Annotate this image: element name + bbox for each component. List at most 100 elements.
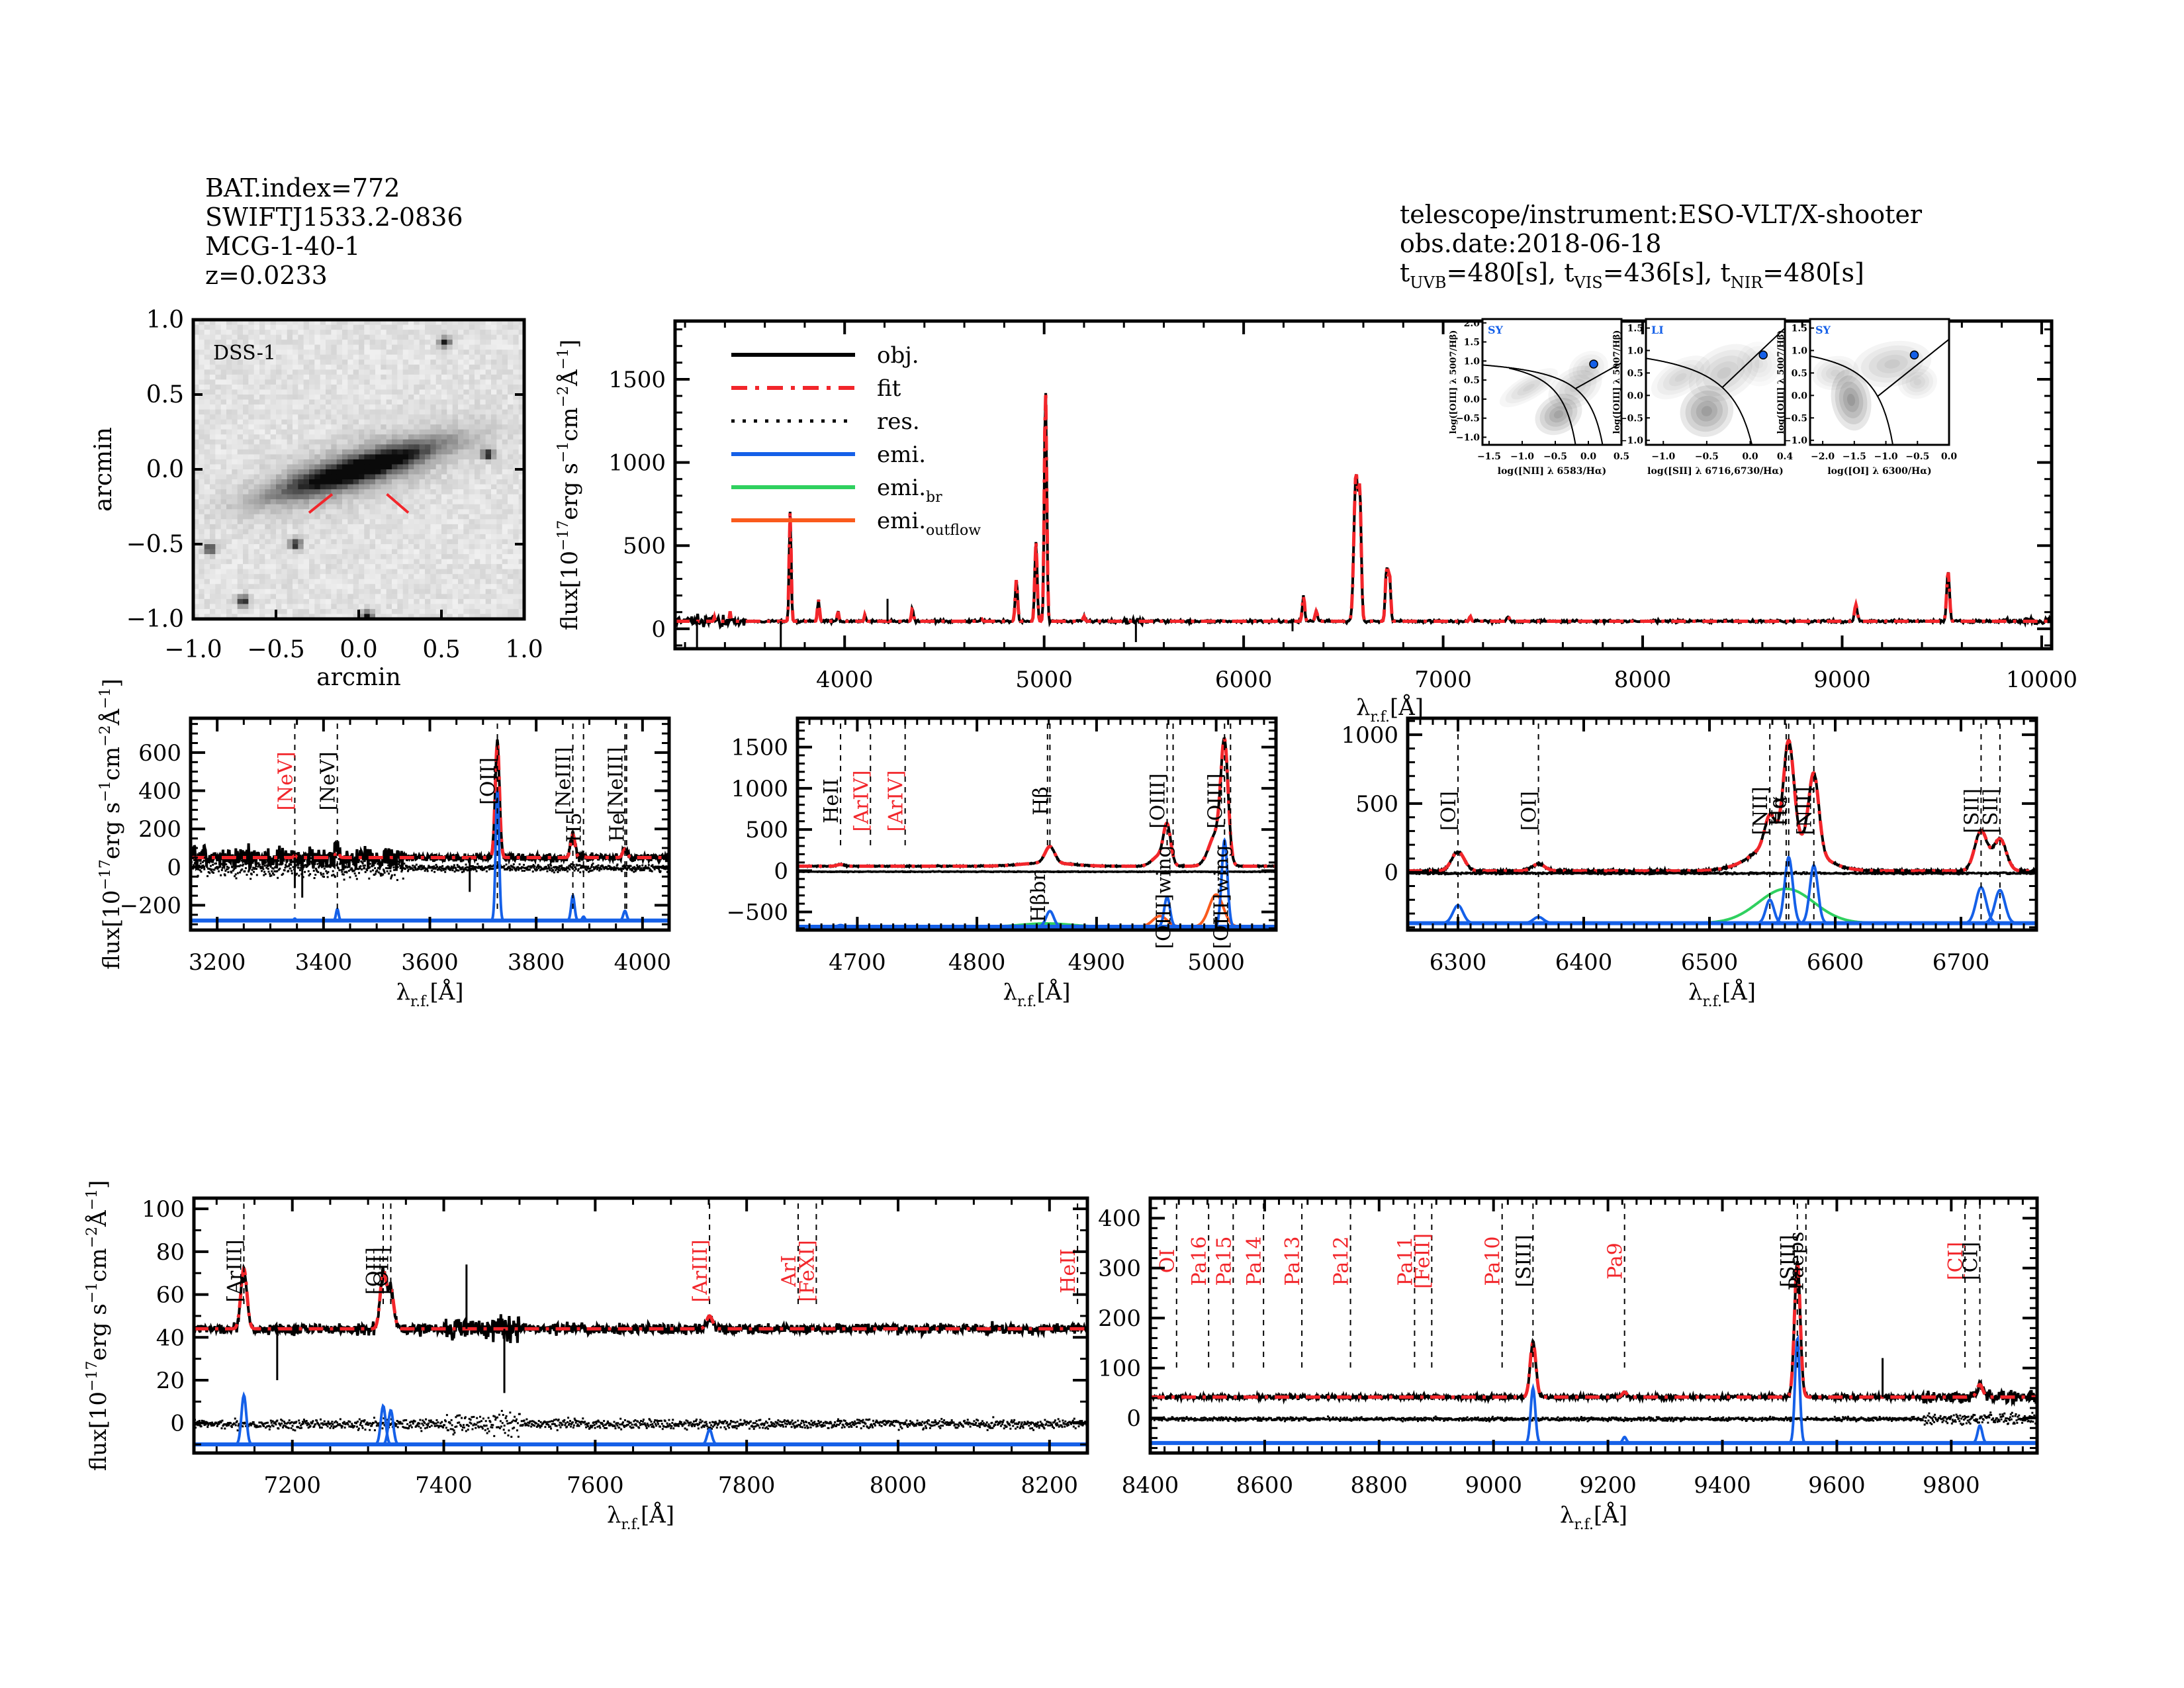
image-pixel	[386, 454, 392, 460]
image-pixel	[259, 564, 265, 570]
res-point	[474, 868, 477, 870]
image-pixel	[518, 539, 525, 545]
res-point	[518, 867, 520, 870]
image-pixel	[298, 514, 304, 520]
image-pixel	[518, 364, 525, 370]
image-pixel	[199, 449, 205, 455]
image-pixel	[458, 504, 464, 510]
image-pixel	[364, 369, 371, 375]
image-pixel	[270, 359, 277, 365]
image-pixel	[199, 369, 205, 375]
y-tick-label: −1.0	[1784, 436, 1807, 446]
image-pixel	[435, 504, 442, 510]
image-pixel	[375, 334, 381, 340]
image-pixel	[381, 494, 387, 500]
image-pixel	[281, 324, 288, 330]
image-pixel	[210, 334, 216, 340]
res-point	[456, 864, 459, 867]
image-pixel	[265, 554, 271, 560]
y-tick-label: 0.5	[1464, 375, 1480, 386]
image-pixel	[226, 604, 232, 610]
image-pixel	[314, 414, 321, 420]
image-pixel	[480, 454, 486, 460]
image-pixel	[513, 509, 520, 515]
image-pixel	[347, 350, 354, 355]
image-pixel	[469, 479, 475, 485]
image-pixel	[414, 509, 420, 515]
res-point	[520, 867, 523, 870]
image-pixel	[397, 414, 404, 420]
image-pixel	[491, 330, 497, 336]
image-pixel	[270, 594, 277, 600]
image-pixel	[342, 444, 348, 450]
image-pixel	[496, 369, 503, 375]
image-pixel	[359, 414, 365, 420]
image-pixel	[425, 334, 431, 340]
image-pixel	[293, 559, 298, 565]
image-pixel	[314, 519, 321, 525]
res-point	[214, 867, 217, 869]
image-pixel	[435, 464, 442, 470]
image-pixel	[359, 324, 365, 330]
image-pixel	[369, 424, 376, 430]
image-pixel	[210, 479, 216, 485]
image-pixel	[381, 439, 387, 445]
image-pixel	[237, 514, 244, 520]
image-pixel	[259, 449, 265, 455]
image-pixel	[458, 434, 464, 440]
image-pixel	[331, 320, 338, 326]
image-pixel	[326, 614, 332, 620]
res-point	[389, 870, 392, 872]
res-point	[531, 870, 534, 873]
res-point	[323, 876, 326, 878]
res-point	[506, 868, 509, 870]
res-point	[641, 869, 643, 872]
image-pixel	[303, 579, 310, 585]
res-point	[648, 867, 651, 870]
image-pixel	[298, 499, 304, 505]
image-pixel	[364, 474, 371, 480]
res-point	[240, 869, 242, 872]
image-pixel	[265, 454, 271, 460]
res-point	[263, 874, 265, 876]
image-pixel	[369, 519, 376, 525]
image-pixel	[491, 469, 497, 475]
image-pixel	[336, 389, 343, 395]
image-pixel	[369, 534, 376, 540]
image-pixel	[485, 350, 492, 355]
image-pixel	[270, 334, 277, 340]
image-pixel	[430, 474, 437, 480]
image-pixel	[199, 399, 205, 405]
image-pixel	[237, 509, 244, 515]
image-pixel	[243, 509, 249, 515]
image-pixel	[447, 324, 453, 330]
image-pixel	[210, 379, 216, 385]
image-pixel	[480, 509, 486, 515]
image-pixel	[381, 429, 387, 435]
res-point	[204, 856, 206, 859]
res-point	[571, 867, 574, 869]
image-pixel	[193, 459, 199, 465]
image-pixel	[381, 584, 387, 590]
image-pixel	[243, 514, 249, 520]
image-pixel	[408, 598, 414, 604]
image-pixel	[425, 419, 431, 425]
image-pixel	[298, 444, 304, 450]
image-pixel	[342, 474, 348, 480]
image-pixel	[480, 474, 486, 480]
image-pixel	[430, 320, 437, 326]
image-pixel	[441, 429, 447, 435]
res-point	[480, 865, 483, 868]
res-point	[328, 865, 330, 868]
plot-frame	[189, 716, 671, 932]
image-pixel	[353, 519, 359, 525]
image-pixel	[469, 434, 475, 440]
image-pixel	[253, 539, 260, 545]
image-pixel	[469, 469, 475, 475]
bpt-class-label: SY	[1488, 324, 1504, 336]
image-pixel	[435, 354, 442, 360]
image-pixel	[326, 444, 332, 450]
image-pixel	[204, 574, 210, 580]
image-pixel	[364, 569, 371, 575]
image-pixel	[475, 324, 480, 330]
